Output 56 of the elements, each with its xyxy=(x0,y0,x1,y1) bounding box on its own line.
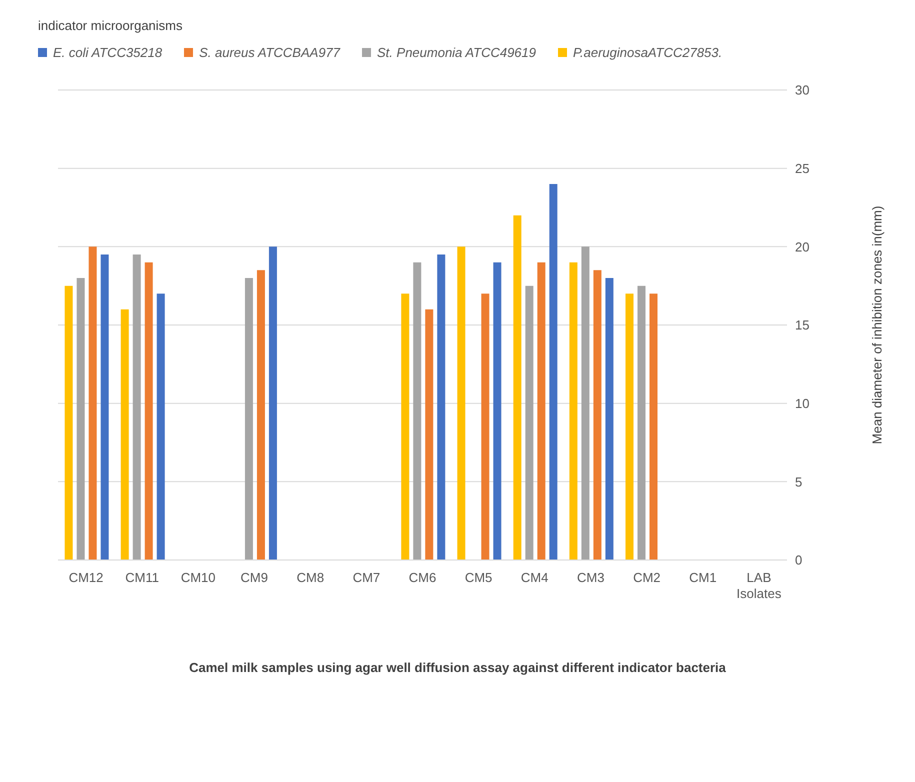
bar xyxy=(120,309,129,560)
bar xyxy=(156,294,165,560)
legend-label: E. coli ATCC35218 xyxy=(53,45,162,60)
bar xyxy=(244,278,253,560)
y-tick-label: 15 xyxy=(795,318,810,333)
bar xyxy=(569,262,578,560)
x-tick-label: CM1 xyxy=(689,570,717,585)
x-tick-label: CM2 xyxy=(633,570,661,585)
bar xyxy=(401,294,410,560)
bar xyxy=(537,262,546,560)
bar xyxy=(132,254,141,560)
x-tick-label: CM6 xyxy=(408,570,436,585)
x-tick-label: CM12 xyxy=(68,570,104,585)
legend-label: St. Pneumonia ATCC49619 xyxy=(377,45,536,60)
y-tick-label: 5 xyxy=(795,474,802,490)
bar xyxy=(581,246,590,560)
bar xyxy=(525,286,534,560)
bar xyxy=(64,286,73,560)
legend-label: P.aeruginosaATCC27853. xyxy=(573,45,722,60)
x-tick-label: CM7 xyxy=(352,570,380,585)
bar xyxy=(268,246,277,560)
bar xyxy=(437,254,446,560)
y-tick-label: 20 xyxy=(795,239,810,254)
bar xyxy=(425,309,434,560)
bar xyxy=(481,294,490,560)
y-axis-title: Mean diameter of inhibition zones in(mm) xyxy=(870,206,885,444)
legend-label: S. aureus ATCCBAA977 xyxy=(199,45,340,60)
bar xyxy=(76,278,85,560)
x-tick-label: LAB Isolates xyxy=(736,570,782,601)
bar xyxy=(413,262,422,560)
x-tick-label: CM4 xyxy=(520,570,548,585)
bar xyxy=(605,278,614,560)
bar xyxy=(593,270,602,560)
y-tick-label: 25 xyxy=(795,160,810,176)
y-tick-label: 0 xyxy=(795,552,802,568)
bar xyxy=(457,246,466,560)
bar xyxy=(650,294,658,560)
bar xyxy=(549,184,558,560)
bar xyxy=(513,215,522,560)
bar xyxy=(256,270,265,560)
legend-title: indicator microorganisms xyxy=(38,18,182,33)
y-tick-label: 30 xyxy=(795,82,810,98)
bar xyxy=(88,246,97,560)
x-tick-label: CM5 xyxy=(464,570,492,585)
bar xyxy=(626,294,634,560)
x-tick-label: CM8 xyxy=(296,570,324,585)
y-tick-label: 10 xyxy=(795,396,810,411)
x-tick-label: CM3 xyxy=(577,570,604,585)
x-tick-label: CM11 xyxy=(125,570,159,585)
bar xyxy=(100,254,109,560)
bar xyxy=(638,286,646,560)
bar xyxy=(493,262,502,560)
x-axis-title: Camel milk samples using agar well diffusion assay against different indicator bacteria xyxy=(188,660,727,675)
x-tick-label: CM9 xyxy=(240,570,268,585)
x-tick-label: CM10 xyxy=(180,570,216,585)
bar xyxy=(144,262,153,560)
